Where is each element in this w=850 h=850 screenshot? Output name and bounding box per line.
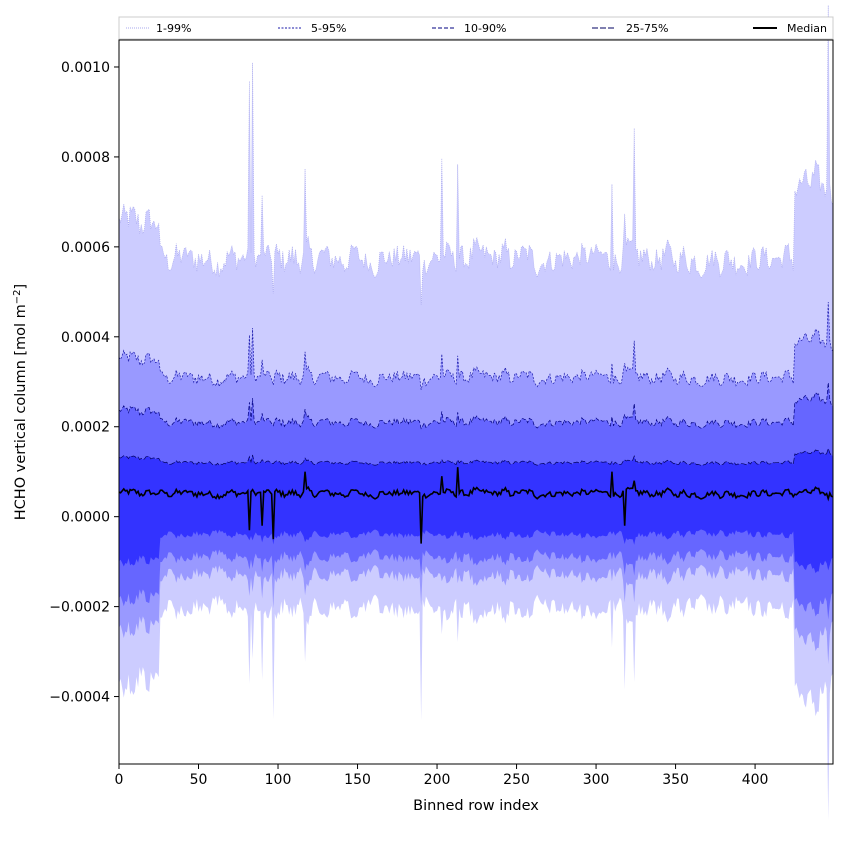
band-upper-line-25-75%: [118, 447, 834, 466]
x-tick-label: 150: [344, 772, 371, 788]
y-tick-label: 0.0010: [61, 60, 110, 76]
x-tick-label: 100: [265, 772, 292, 788]
band-upper-line-1-99%: [118, 5, 834, 305]
x-tick-label: 200: [424, 772, 451, 788]
y-axis-title-exponent: −2: [12, 289, 23, 304]
percentile-lines: [118, 5, 834, 466]
y-axis-title: HCHO vertical column [mol m−2]: [12, 284, 29, 520]
median-line: [118, 467, 834, 544]
legend-box: [118, 16, 834, 40]
legend-label-1-99%: 1-99%: [156, 22, 191, 35]
y-tick-label: −0.0004: [49, 690, 110, 706]
x-tick-label: 300: [583, 772, 610, 788]
y-axis-title-main: HCHO vertical column [mol m: [13, 304, 29, 520]
y-tick-label: 0.0000: [61, 510, 110, 526]
y-tick-label: 0.0004: [61, 330, 110, 346]
x-tick-label: 400: [742, 772, 769, 788]
band-upper-line-5-95%: [118, 301, 834, 390]
plot-frame: [118, 39, 834, 765]
x-axis-title: Binned row index: [413, 798, 539, 814]
y-axis-ticks: −0.0004 −0.0002 0.0000 0.0002 0.0004 0.0006 0.…: [49, 60, 119, 706]
y-tick-label: −0.0002: [49, 600, 110, 616]
legend-label-25-75%: 25-75%: [626, 22, 668, 35]
legend-label-Median: Median: [787, 22, 827, 35]
y-axis-title-close: ]: [13, 284, 29, 290]
legend-label-5-95%: 5-95%: [311, 22, 346, 35]
x-tick-label: 0: [115, 772, 124, 788]
legend-label-10-90%: 10-90%: [464, 22, 506, 35]
band-fill-25-75%: [119, 448, 833, 574]
y-tick-label: 0.0008: [61, 150, 110, 166]
band-upper-line-10-90%: [118, 382, 834, 430]
y-tick-label: 0.0006: [61, 240, 110, 256]
x-tick-label: 50: [190, 772, 208, 788]
y-tick-label: 0.0002: [61, 420, 110, 436]
x-tick-label: 250: [503, 772, 530, 788]
legend: 1-99% 5-95% 10-90% 25-75% Median: [118, 16, 834, 40]
x-axis-ticks: 0 50 100 150 200 250 300 350 400: [115, 764, 769, 788]
percentile-bands: [119, 5, 833, 821]
x-tick-label: 350: [662, 772, 689, 788]
